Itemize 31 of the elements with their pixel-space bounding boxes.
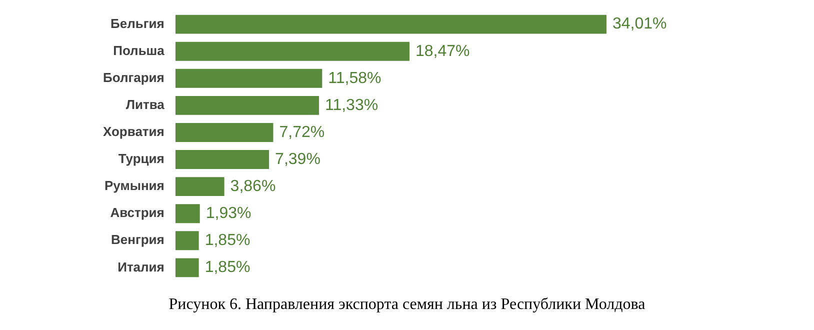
bar: [175, 123, 274, 142]
data-label: 34,01%: [612, 16, 667, 33]
bar: [175, 68, 322, 88]
data-label: 1,93%: [206, 205, 252, 222]
y-tick-label: Литва: [126, 97, 166, 112]
data-label: 11,33%: [324, 96, 378, 114]
data-label: 1,85%: [204, 259, 250, 276]
bar: [175, 150, 270, 169]
y-tick-label: Болгария: [102, 70, 164, 85]
bar: [175, 14, 606, 34]
y-tick-label: Венгрия: [110, 232, 164, 248]
bar: [175, 258, 199, 278]
y-tick-label: Австрия: [110, 205, 164, 220]
text: Рисунок 6. Направления экспорта семян льна из Республики Молдова: [168, 296, 646, 314]
y-tick-label: Польша: [113, 42, 166, 58]
data-label: 11,58%: [328, 70, 382, 87]
data-label: 7,39%: [275, 150, 320, 168]
data-label: 18,47%: [415, 42, 470, 60]
y-tick-label: Италия: [118, 259, 164, 274]
bar: [175, 42, 410, 61]
data-label: 1,85%: [204, 232, 250, 250]
y-tick-label: Турция: [118, 151, 164, 166]
y-tick-label: Хорватия: [102, 124, 164, 140]
data-label: 3,86%: [230, 178, 276, 195]
data-label: 7,72%: [279, 124, 325, 141]
bar: [175, 204, 200, 224]
bar: [175, 177, 224, 196]
y-tick-label: Румыния: [104, 178, 164, 194]
y-tick-label: Бельгия: [110, 16, 164, 31]
bar: [175, 96, 319, 115]
bar: [175, 231, 199, 250]
